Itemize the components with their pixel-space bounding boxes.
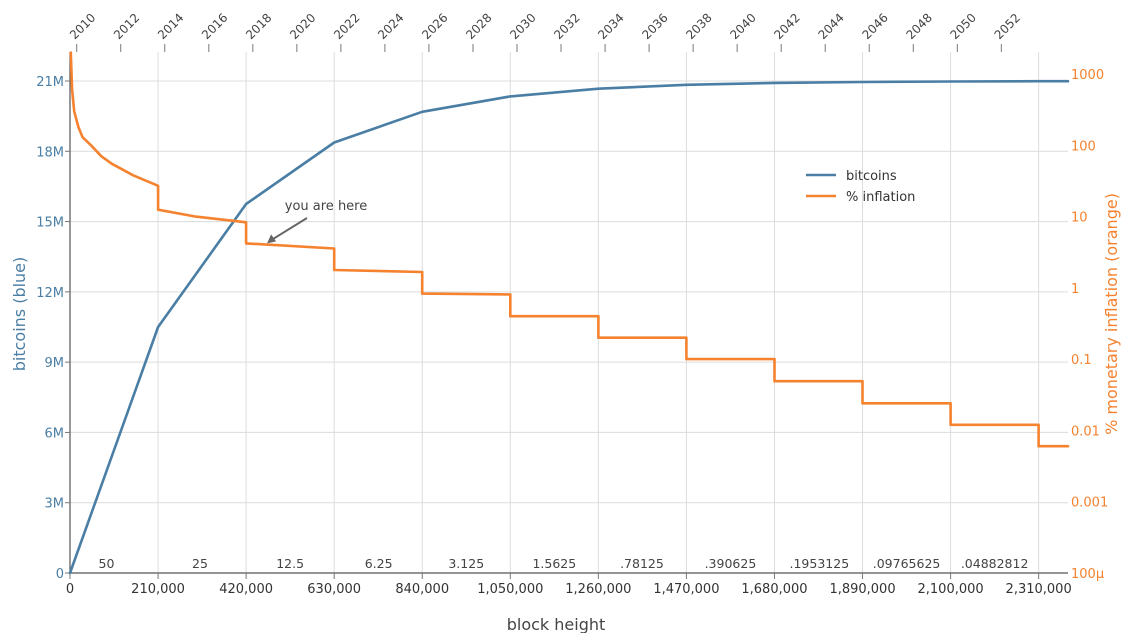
block-reward-label: .1953125 bbox=[790, 556, 850, 571]
top-tick-label: 2044 bbox=[815, 11, 846, 42]
series-lines bbox=[68, 51, 1070, 575]
right-tick-label: 1000 bbox=[1071, 68, 1104, 83]
block-reward-label: 25 bbox=[192, 556, 208, 571]
top-tick-label: 2030 bbox=[507, 11, 538, 42]
top-tick-label: 2034 bbox=[595, 11, 626, 42]
left-tick-label: 18M bbox=[36, 145, 64, 160]
grid-lines bbox=[70, 52, 1068, 573]
series-line-bitcoins bbox=[68, 79, 1070, 575]
legend: bitcoins % inflation bbox=[806, 169, 915, 205]
bottom-tick-label: 2,100,000 bbox=[918, 582, 984, 597]
bottom-tick-label: 1,050,000 bbox=[477, 582, 543, 597]
top-tick-label: 2040 bbox=[727, 11, 758, 42]
block-reward-label: 3.125 bbox=[448, 556, 484, 571]
annotation: you are here bbox=[267, 199, 367, 244]
right-tick-label: 0.1 bbox=[1071, 353, 1092, 368]
bottom-tick-label: 2,310,000 bbox=[1006, 582, 1072, 597]
top-tick-label: 2014 bbox=[155, 11, 186, 42]
block-reward-label: .390625 bbox=[705, 556, 757, 571]
y-axis-right-title: % monetary inflation (orange) bbox=[1102, 193, 1121, 435]
top-tick-label: 2038 bbox=[683, 11, 714, 42]
bottom-axis-block-height: 0 210,000 420,000 630,000 840,000 1,050,000 1,… bbox=[66, 573, 1072, 597]
right-tick-label: 1 bbox=[1071, 282, 1079, 297]
top-tick-label: 2018 bbox=[243, 11, 274, 42]
top-tick-label: 2032 bbox=[551, 11, 582, 42]
legend-label-inflation: % inflation bbox=[846, 190, 915, 205]
annotation-label: you are here bbox=[285, 199, 367, 214]
right-tick-label: 0.001 bbox=[1071, 496, 1108, 511]
block-reward-label: 1.5625 bbox=[532, 556, 576, 571]
top-tick-label: 2028 bbox=[463, 11, 494, 42]
bottom-tick-label: 420,000 bbox=[219, 582, 273, 597]
top-tick-label: 2024 bbox=[375, 11, 406, 42]
top-tick-label: 2048 bbox=[903, 11, 934, 42]
right-tick-label: 10 bbox=[1071, 211, 1088, 226]
plot-frame bbox=[69, 52, 1068, 574]
top-tick-label: 2012 bbox=[111, 11, 142, 42]
right-tick-label: 100 bbox=[1071, 139, 1096, 154]
left-tick-label: 21M bbox=[36, 75, 64, 90]
bottom-tick-label: 1,260,000 bbox=[565, 582, 631, 597]
top-tick-label: 2036 bbox=[639, 11, 670, 42]
bottom-tick-label: 210,000 bbox=[131, 582, 185, 597]
top-tick-label: 2050 bbox=[948, 11, 979, 42]
top-tick-label: 2046 bbox=[859, 11, 890, 42]
left-tick-label: 12M bbox=[36, 286, 64, 301]
annotation-arrow-line bbox=[268, 217, 308, 243]
left-tick-label: 9M bbox=[45, 356, 65, 371]
series-line-inflation bbox=[69, 51, 1070, 448]
bottom-tick-label: 1,890,000 bbox=[829, 582, 895, 597]
block-reward-labels: 50 25 12.5 6.25 3.125 1.5625 .78125 .390625 .195… bbox=[99, 556, 1029, 571]
block-reward-label: 12.5 bbox=[276, 556, 304, 571]
bottom-tick-label: 0 bbox=[66, 582, 74, 597]
top-tick-label: 2020 bbox=[287, 11, 318, 42]
top-tick-label: 2010 bbox=[67, 11, 98, 42]
block-reward-label: .04882812 bbox=[961, 556, 1029, 571]
left-tick-label: 0 bbox=[56, 567, 64, 582]
left-axis-bitcoins: 0 3M 6M 9M 12M 15M 18M 21M bbox=[36, 75, 70, 582]
y-axis-left-title: bitcoins (blue) bbox=[10, 257, 29, 372]
legend-label-bitcoins: bitcoins bbox=[846, 169, 897, 184]
left-tick-label: 6M bbox=[45, 426, 65, 441]
top-tick-label: 2052 bbox=[992, 11, 1023, 42]
right-tick-label: 100µ bbox=[1071, 567, 1104, 582]
top-axis-years: 2010 2012 2014 2016 2018 2020 2022 2024 2026 2028… bbox=[67, 11, 1023, 52]
bottom-tick-label: 840,000 bbox=[395, 582, 449, 597]
top-tick-label: 2016 bbox=[199, 11, 230, 42]
block-reward-label: 6.25 bbox=[365, 556, 393, 571]
right-axis-inflation: 100µ 0.001 0.01 0.1 1 10 100 1000 bbox=[1071, 68, 1108, 582]
top-tick-label: 2026 bbox=[419, 11, 450, 42]
block-reward-label: 50 bbox=[99, 556, 115, 571]
bottom-tick-label: 1,680,000 bbox=[741, 582, 807, 597]
top-tick-label: 2022 bbox=[331, 11, 362, 42]
left-tick-label: 3M bbox=[45, 497, 65, 512]
block-reward-label: .09765625 bbox=[873, 556, 941, 571]
right-tick-label: 0.01 bbox=[1071, 424, 1100, 439]
annotation-arrow-head bbox=[267, 234, 277, 244]
bottom-tick-label: 630,000 bbox=[307, 582, 361, 597]
bottom-tick-label: 1,470,000 bbox=[653, 582, 719, 597]
left-tick-label: 15M bbox=[36, 216, 64, 231]
top-tick-label: 2042 bbox=[771, 11, 802, 42]
block-reward-label: .78125 bbox=[620, 556, 664, 571]
x-axis-title: block height bbox=[507, 615, 606, 633]
